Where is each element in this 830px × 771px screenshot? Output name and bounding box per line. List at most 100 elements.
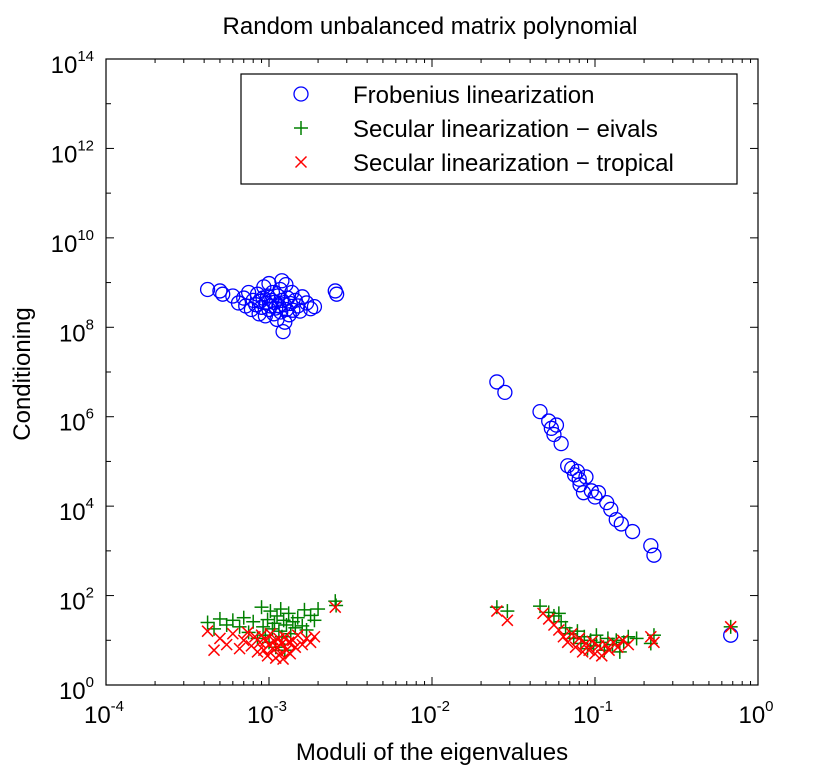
circle-point	[646, 547, 662, 563]
x-point-b	[291, 629, 304, 642]
circle-point	[236, 290, 252, 306]
x-tick-label: 10-2	[410, 698, 450, 729]
plus-point	[256, 619, 271, 634]
x-point-b	[296, 638, 309, 651]
circle-point	[643, 538, 659, 554]
circle-point	[282, 295, 298, 312]
series-x	[201, 601, 737, 666]
x-point	[724, 620, 737, 633]
legend-marker-x-b	[294, 155, 308, 169]
circle-point	[243, 301, 260, 318]
circle-point	[268, 300, 284, 316]
x-point-b	[284, 647, 297, 660]
x-point	[296, 638, 309, 651]
circle-point	[328, 286, 345, 302]
x-point-b	[233, 642, 246, 655]
x-point	[644, 630, 657, 643]
series-circle	[199, 273, 345, 340]
legend-box	[240, 73, 738, 185]
circle-point	[277, 314, 293, 330]
x-point-b	[542, 612, 555, 625]
circle-point	[230, 295, 247, 311]
x-point	[561, 636, 574, 649]
x-point	[207, 644, 221, 657]
legend: Frobenius linearization Secular lineariza…	[240, 73, 738, 185]
circle-point	[590, 485, 607, 501]
chart-title: Random unbalanced matrix polynomial	[223, 13, 638, 40]
plus-point	[281, 606, 296, 621]
plus-point	[589, 628, 604, 643]
plus-point	[297, 602, 312, 617]
x-tick-label: 100	[738, 698, 773, 729]
x-point	[557, 630, 570, 643]
circle-point	[541, 413, 557, 429]
x-point	[226, 627, 239, 640]
x-axis-label: Moduli of the eigenvalues	[296, 739, 568, 766]
x-point	[552, 623, 565, 637]
x-point-b	[644, 630, 657, 643]
x-point-b	[552, 623, 565, 637]
x-point-b	[724, 620, 737, 633]
circle-point	[553, 435, 569, 452]
x-point	[588, 647, 602, 660]
x-tick-label: 10-1	[573, 698, 613, 729]
circle-point	[613, 516, 629, 532]
x-point-b	[573, 632, 586, 645]
x-point-b	[595, 649, 608, 662]
plus-point	[254, 600, 269, 615]
x-point	[266, 642, 279, 655]
circle-point	[575, 485, 592, 501]
y-tick-label: 108	[59, 316, 94, 347]
plus-point	[236, 610, 251, 625]
circle-point	[212, 283, 228, 299]
x-point	[237, 634, 250, 647]
data-marks	[199, 273, 739, 666]
x-point-b	[569, 641, 582, 654]
x-point-b	[274, 647, 287, 660]
x-point-b	[289, 641, 302, 654]
plus-point	[200, 615, 215, 630]
series-circle	[489, 374, 739, 643]
y-tick-label: 106	[59, 406, 94, 437]
plus-point	[629, 631, 644, 646]
axis-ticks: 10-4 10-3 10-2 10-1 100 100 102 104 106 108 1010 10…	[51, 48, 774, 729]
circle-point	[261, 275, 277, 292]
x-point-b	[282, 636, 295, 649]
plus-point	[232, 619, 247, 634]
circle-point	[256, 279, 272, 295]
plus-point	[612, 644, 627, 659]
circle-point	[264, 284, 281, 301]
x-point-b	[207, 644, 221, 657]
x-point	[264, 627, 277, 640]
x-point-b	[277, 653, 290, 666]
x-point	[220, 638, 233, 651]
x-point-b	[537, 607, 550, 620]
plus-point	[621, 629, 636, 644]
legend-label: Secular linearization − tropical	[353, 150, 674, 177]
x-point	[565, 627, 578, 640]
x-point-b	[266, 642, 279, 655]
legend-marker-x	[294, 155, 308, 169]
x-point	[501, 614, 514, 627]
x-point	[599, 638, 612, 651]
legend-label: Frobenius linearization	[353, 82, 594, 109]
circle-point	[285, 302, 301, 318]
x-point	[277, 653, 290, 666]
circle-point	[284, 284, 300, 301]
x-point-b	[308, 630, 321, 643]
plus-point	[267, 616, 282, 631]
x-point	[611, 641, 624, 654]
x-tick-label: 10-4	[84, 698, 124, 729]
x-point	[616, 634, 629, 647]
x-point	[289, 641, 302, 654]
circle-point	[532, 403, 548, 420]
x-point-b	[226, 627, 239, 640]
x-point	[573, 632, 586, 645]
plus-point	[551, 606, 566, 621]
x-point-b	[611, 641, 624, 654]
plus-point	[260, 612, 275, 627]
circle-point	[624, 523, 641, 540]
y-tick-label: 104	[59, 495, 94, 526]
x-point	[291, 629, 304, 642]
x-point	[603, 644, 616, 657]
